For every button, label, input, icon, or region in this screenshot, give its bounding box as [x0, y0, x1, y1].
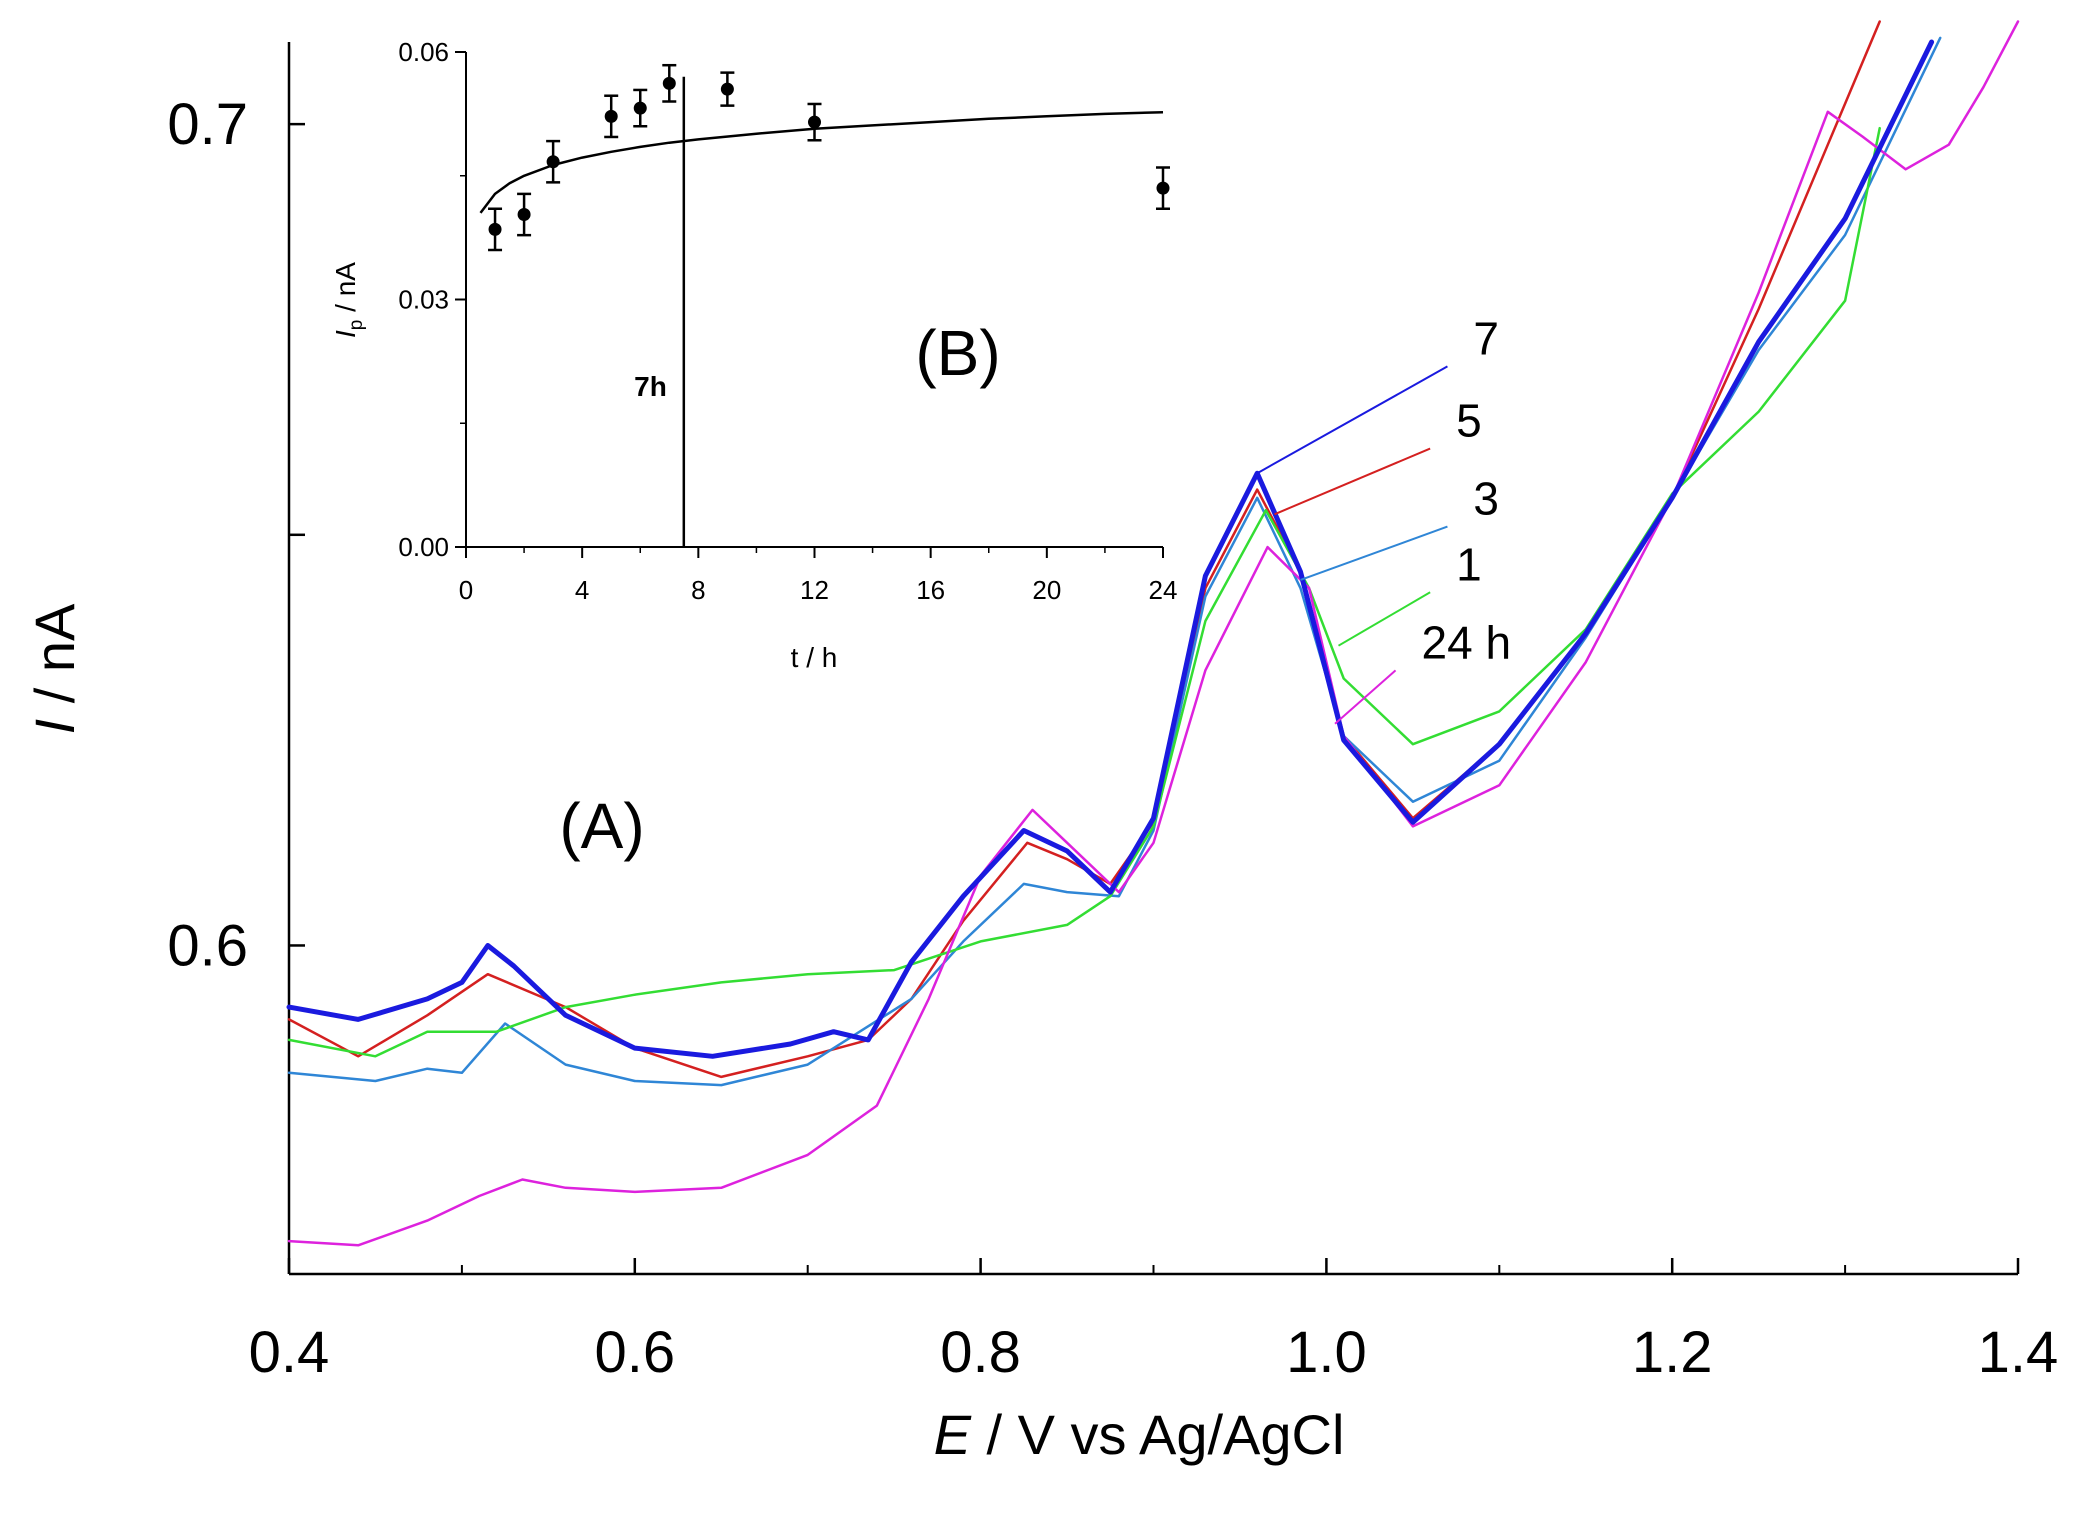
main-series-group [286, 20, 2020, 1247]
main-x-tick-label: 0.6 [594, 1320, 675, 1385]
inset-data-point [662, 76, 676, 90]
inset-fit-line [479, 110, 1164, 214]
main-ticks: 0.4 0.6 0.8 1.0 1.2 1.4 0.6 0.7 [167, 92, 2058, 1385]
inset-x-tick-label: 4 [575, 575, 589, 605]
inset-vline-label: 7h [634, 371, 667, 402]
inset-data-point [604, 109, 618, 123]
inset-data-point [720, 82, 734, 96]
inset-x-tick-label: 24 [1149, 575, 1178, 605]
panel-b-tag: (B) [915, 317, 1000, 389]
curve-label-leader [1274, 447, 1431, 516]
panel-a-tag: (A) [559, 790, 644, 862]
main-x-tick-label: 0.8 [940, 1320, 1021, 1385]
curve-label-leader [1337, 591, 1431, 647]
inset-data-point [546, 155, 560, 169]
inset-x-tick-label: 0 [459, 575, 473, 605]
curve-label: 1 [1456, 538, 1482, 590]
inset-x-tick-label: 20 [1032, 575, 1061, 605]
inset-data-point [633, 101, 647, 115]
series-line-3 [287, 36, 1942, 1087]
inset-y-tick-label: 0.03 [398, 285, 449, 315]
inset-data-point [488, 222, 502, 236]
inset-data-point [1156, 181, 1170, 195]
main-y-axis-label: I / nA [23, 603, 86, 734]
curve-label-leader [1334, 669, 1397, 725]
main-x-tick-label: 1.2 [1632, 1320, 1713, 1385]
inset-marker-line: 7h [634, 76, 686, 547]
main-x-tick-label: 1.4 [1978, 1320, 2059, 1385]
inset-data-point [517, 208, 531, 222]
inset-data-point [808, 115, 821, 129]
inset-x-tick-label: 16 [916, 575, 945, 605]
main-x-tick-label: 0.4 [249, 1320, 330, 1385]
inset-x-axis-label: t / h [791, 642, 838, 673]
curve-label: 3 [1473, 473, 1499, 525]
inset-x-tick-label: 12 [800, 575, 829, 605]
curve-label: 24 h [1422, 616, 1512, 668]
inset-y-axis-label: Ip / nA [330, 262, 367, 338]
series-line-7 [286, 39, 1935, 1059]
main-x-tick-label: 1.0 [1286, 1320, 1367, 1385]
series-line-24h [287, 20, 2020, 1247]
inset-x-tick-label: 8 [691, 575, 705, 605]
main-y-tick-label: 0.6 [167, 913, 248, 978]
main-axes [287, 42, 2018, 1276]
inset-ticks: 0 4 8 12 16 20 24 0.00 0.03 0.06 [398, 37, 1177, 605]
curve-label-leader [1256, 365, 1448, 475]
main-y-tick-label: 0.7 [167, 92, 248, 157]
inset-y-tick-label: 0.06 [398, 37, 449, 67]
curve-label-leader [1300, 525, 1448, 581]
inset-fit-curve [479, 110, 1164, 214]
series-line-1 [287, 126, 1881, 1058]
inset-y-tick-label: 0.00 [398, 532, 449, 562]
main-x-axis-label: E / V vs Ag/AgCl [934, 1403, 1345, 1466]
curve-label: 5 [1456, 395, 1482, 447]
inset-data-points [488, 63, 1170, 252]
curve-label: 7 [1473, 312, 1499, 364]
main-curve-labels: 7 5 3 1 24 h [1256, 312, 1512, 725]
